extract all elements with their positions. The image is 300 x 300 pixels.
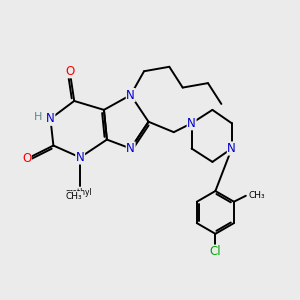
Text: H: H	[34, 112, 42, 122]
Text: N: N	[76, 151, 85, 164]
Text: N: N	[126, 88, 135, 101]
Text: N: N	[227, 142, 236, 155]
Text: N: N	[187, 117, 196, 130]
Text: N: N	[46, 112, 55, 125]
Text: methyl: methyl	[65, 188, 92, 197]
Text: N: N	[126, 142, 135, 155]
Text: O: O	[22, 152, 31, 165]
Text: O: O	[65, 65, 74, 78]
Text: CH₃: CH₃	[66, 192, 82, 201]
Text: Cl: Cl	[210, 245, 221, 258]
Text: CH₃: CH₃	[248, 191, 265, 200]
